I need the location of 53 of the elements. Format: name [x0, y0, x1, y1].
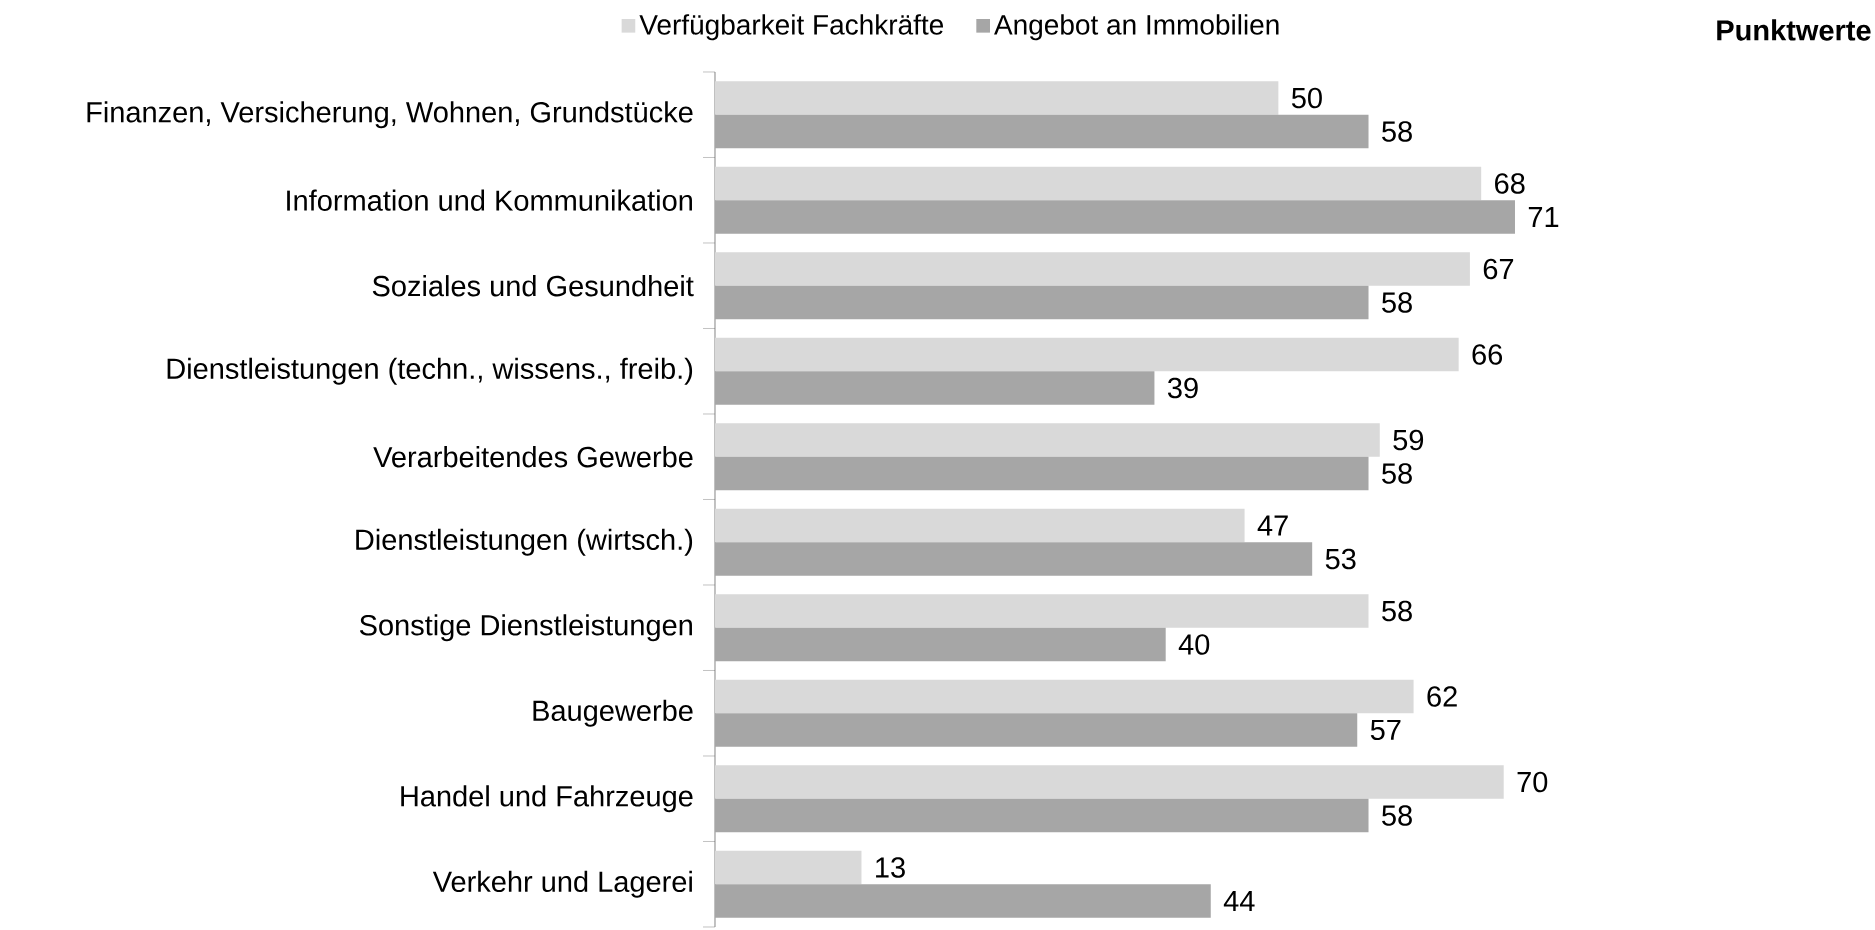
legend-label: Verfügbarkeit Fachkräfte [639, 14, 944, 41]
data-label: 50 [1291, 87, 1322, 109]
bar [715, 627, 1166, 662]
legend-label: Angebot an Immobilien [994, 14, 1279, 41]
bar [715, 337, 1459, 372]
data-label: 62 [1427, 686, 1457, 707]
bar [715, 765, 1504, 799]
bar [715, 166, 1482, 201]
data-label: 39 [1167, 377, 1198, 399]
y-tick-label: Dienstleistungen (wirtsch.) [356, 528, 693, 556]
y-tick-label: Finanzen, Versicherung, Wohnen, Grundstücke [87, 101, 693, 129]
bar [715, 713, 1358, 747]
data-label: 13 [876, 857, 905, 878]
data-label: 53 [1325, 548, 1356, 570]
bar [715, 542, 1313, 576]
y-tick-label: Information und Kommunikation [287, 189, 692, 211]
bar [715, 679, 1414, 714]
data-label: 58 [1382, 121, 1412, 142]
data-label: 70 [1517, 771, 1548, 793]
data-label: 71 [1528, 207, 1559, 227]
y-tick-label: Baugewerbe [533, 699, 693, 727]
data-label: 66 [1472, 344, 1503, 365]
data-label: 58 [1382, 292, 1412, 313]
bar [715, 456, 1369, 491]
data-label: 58 [1382, 805, 1412, 826]
data-label: 44 [1223, 891, 1255, 911]
bar [715, 200, 1515, 234]
y-tick-label: Verkehr und Lagerei [432, 870, 692, 898]
y-tick-label: Dienstleistungen (techn., wissens., freib.) [167, 357, 693, 385]
y-tick-label: Verarbeitendes Gewerbe [373, 446, 693, 468]
bar [715, 594, 1369, 628]
bar [715, 114, 1369, 149]
bar [715, 884, 1211, 918]
bar [715, 423, 1380, 457]
data-label: 58 [1382, 600, 1412, 622]
bar [715, 850, 862, 885]
y-tick-label: Handel und Fahrzeuge [401, 785, 693, 813]
data-label: 58 [1382, 463, 1412, 484]
bar [715, 252, 1470, 286]
bar [715, 285, 1369, 320]
bar [715, 81, 1279, 115]
bar [715, 798, 1369, 833]
y-tick-label: Sonstige Dienstleistungen [359, 614, 692, 642]
data-label: 67 [1483, 258, 1514, 280]
text: Punktwerte [1717, 19, 1871, 41]
data-label: 40 [1178, 634, 1210, 655]
data-label: 59 [1393, 429, 1424, 451]
bar [715, 371, 1155, 405]
bar [715, 508, 1245, 543]
data-label: 68 [1495, 173, 1525, 194]
y-tick-label: Soziales und Gesundheit [372, 275, 694, 297]
data-label: 57 [1370, 719, 1401, 741]
data-label: 47 [1257, 515, 1288, 536]
